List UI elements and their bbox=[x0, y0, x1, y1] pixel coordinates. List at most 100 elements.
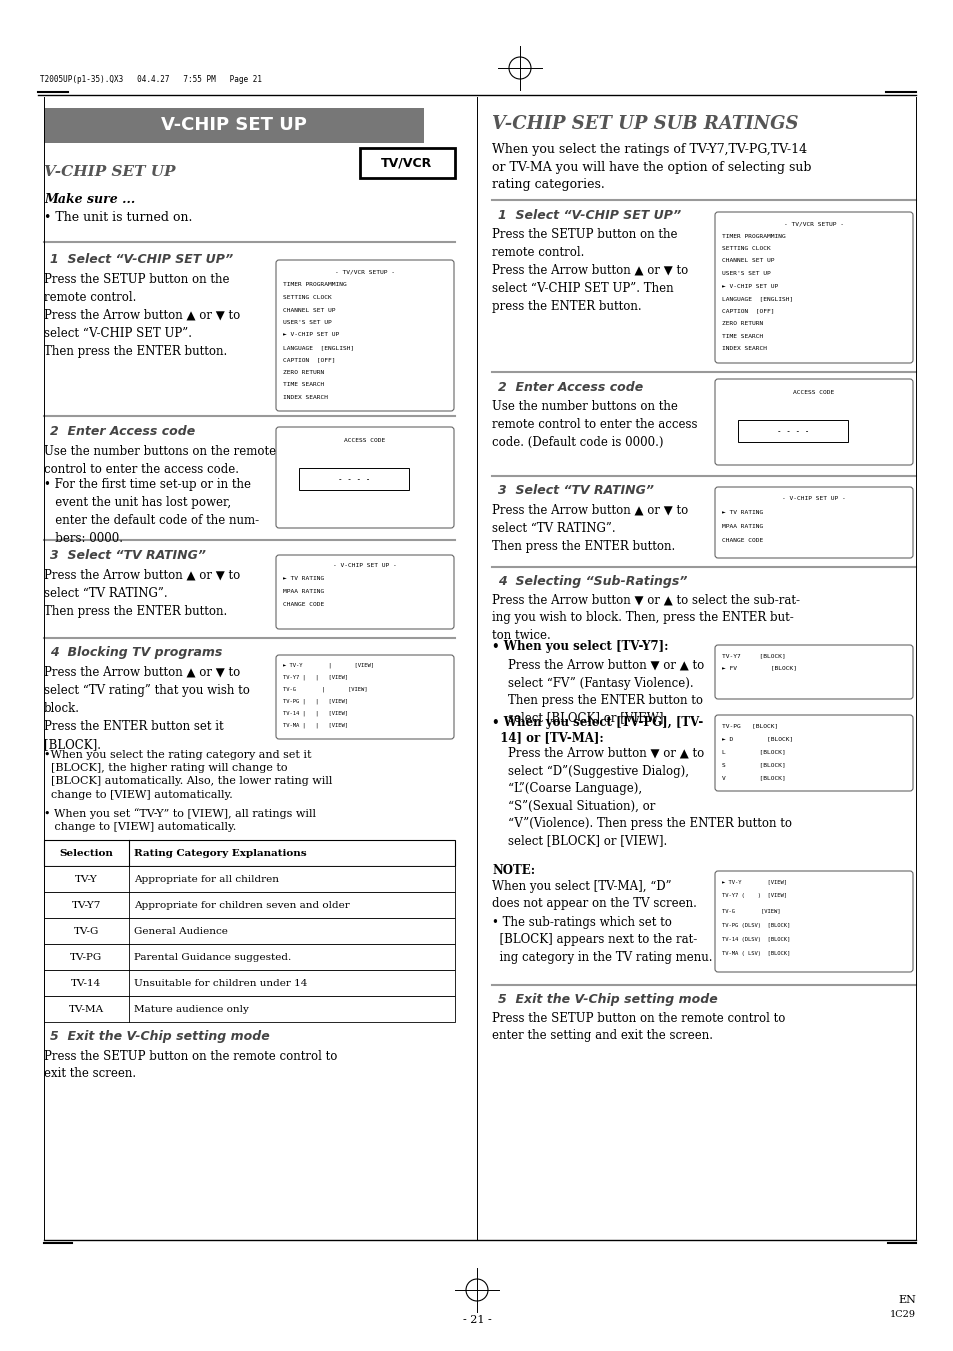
Text: - - - -: - - - - bbox=[337, 474, 370, 484]
FancyBboxPatch shape bbox=[714, 380, 912, 465]
Bar bbox=[44, 970, 455, 996]
Text: 5  Exit the V-Chip setting mode: 5 Exit the V-Chip setting mode bbox=[497, 993, 717, 1006]
Text: ► V-CHIP SET UP: ► V-CHIP SET UP bbox=[283, 332, 339, 338]
Text: TV-PG: TV-PG bbox=[71, 952, 103, 962]
Text: TIME SEARCH: TIME SEARCH bbox=[721, 334, 762, 339]
Text: 2  Enter Access code: 2 Enter Access code bbox=[50, 426, 195, 438]
Text: SETTING CLOCK: SETTING CLOCK bbox=[283, 295, 332, 300]
Text: - V-CHIP SET UP -: - V-CHIP SET UP - bbox=[333, 563, 396, 567]
Text: TV-Y7     [BLOCK]: TV-Y7 [BLOCK] bbox=[721, 653, 785, 658]
Text: TV-14: TV-14 bbox=[71, 978, 102, 988]
Text: TV-MA ( LSV)  [BLOCK]: TV-MA ( LSV) [BLOCK] bbox=[721, 951, 789, 957]
Text: - 21 -: - 21 - bbox=[462, 1315, 491, 1325]
Text: SETTING CLOCK: SETTING CLOCK bbox=[721, 246, 770, 251]
Text: • The unit is turned on.: • The unit is turned on. bbox=[44, 211, 193, 224]
Text: Press the SETUP button on the remote control to
exit the screen.: Press the SETUP button on the remote con… bbox=[44, 1050, 337, 1079]
Text: TV-Y7 (    )  [VIEW]: TV-Y7 ( ) [VIEW] bbox=[721, 893, 786, 898]
Text: TV-Y: TV-Y bbox=[75, 874, 98, 884]
Text: TV-G        [VIEW]: TV-G [VIEW] bbox=[721, 908, 780, 913]
Text: Rating Category Explanations: Rating Category Explanations bbox=[133, 848, 306, 858]
Text: ACCESS CODE: ACCESS CODE bbox=[793, 390, 834, 394]
Bar bbox=[44, 840, 455, 866]
Text: Press the SETUP button on the
remote control.
Press the Arrow button ▲ or ▼ to
s: Press the SETUP button on the remote con… bbox=[492, 228, 687, 313]
FancyBboxPatch shape bbox=[714, 212, 912, 363]
Text: ZERO RETURN: ZERO RETURN bbox=[721, 322, 762, 326]
Text: V-CHIP SET UP: V-CHIP SET UP bbox=[44, 165, 175, 178]
Text: ► TV RATING: ► TV RATING bbox=[721, 509, 762, 515]
Text: • When you set “TV-Y” to [VIEW], all ratings will
   change to [VIEW] automatica: • When you set “TV-Y” to [VIEW], all rat… bbox=[44, 808, 315, 832]
Text: Press the Arrow button ▼ or ▲ to select the sub-rat-
ing you wish to block. Then: Press the Arrow button ▼ or ▲ to select … bbox=[492, 594, 800, 642]
FancyBboxPatch shape bbox=[714, 871, 912, 971]
Text: • When you select [TV-Y7]:: • When you select [TV-Y7]: bbox=[492, 640, 668, 653]
FancyBboxPatch shape bbox=[275, 427, 454, 528]
Text: Selection: Selection bbox=[59, 848, 113, 858]
Text: Appropriate for children seven and older: Appropriate for children seven and older bbox=[133, 901, 350, 909]
Text: TV-G        |       [VIEW]: TV-G | [VIEW] bbox=[283, 686, 367, 692]
Text: T2005UP(p1-35).QX3   04.4.27   7:55 PM   Page 21: T2005UP(p1-35).QX3 04.4.27 7:55 PM Page … bbox=[40, 76, 262, 84]
FancyBboxPatch shape bbox=[275, 259, 454, 411]
FancyBboxPatch shape bbox=[275, 655, 454, 739]
Text: ZERO RETURN: ZERO RETURN bbox=[283, 370, 324, 376]
Text: USER'S SET UP: USER'S SET UP bbox=[721, 272, 770, 276]
Text: Use the number buttons on the remote
control to enter the access code.: Use the number buttons on the remote con… bbox=[44, 444, 275, 476]
Text: Press the Arrow button ▼ or ▲ to
select “FV” (Fantasy Violence).
Then press the : Press the Arrow button ▼ or ▲ to select … bbox=[507, 659, 703, 724]
Text: TV-Y7 |   |   [VIEW]: TV-Y7 | | [VIEW] bbox=[283, 674, 348, 680]
Bar bbox=[44, 108, 423, 143]
Text: Press the Arrow button ▼ or ▲ to
select “D”(Suggestive Dialog),
“L”(Coarse Langu: Press the Arrow button ▼ or ▲ to select … bbox=[507, 747, 791, 847]
Text: 1C29: 1C29 bbox=[889, 1310, 915, 1319]
Text: USER'S SET UP: USER'S SET UP bbox=[283, 320, 332, 326]
Bar bbox=[44, 944, 455, 970]
Text: CAPTION  [OFF]: CAPTION [OFF] bbox=[283, 358, 335, 362]
Text: ACCESS CODE: ACCESS CODE bbox=[344, 438, 385, 443]
Text: TIMER PROGRAMMING: TIMER PROGRAMMING bbox=[283, 282, 346, 288]
FancyBboxPatch shape bbox=[275, 555, 454, 630]
Text: CHANNEL SET UP: CHANNEL SET UP bbox=[283, 308, 335, 312]
Text: 4  Selecting “Sub-Ratings”: 4 Selecting “Sub-Ratings” bbox=[497, 576, 687, 588]
Text: L         [BLOCK]: L [BLOCK] bbox=[721, 748, 785, 754]
Text: CAPTION  [OFF]: CAPTION [OFF] bbox=[721, 308, 774, 313]
Text: • The sub-ratings which set to
  [BLOCK] appears next to the rat-
  ing category: • The sub-ratings which set to [BLOCK] a… bbox=[492, 916, 712, 965]
Text: TV-PG   [BLOCK]: TV-PG [BLOCK] bbox=[721, 723, 778, 728]
Text: - TV/VCR SETUP -: - TV/VCR SETUP - bbox=[783, 222, 843, 226]
Text: TV-PG |   |   [VIEW]: TV-PG | | [VIEW] bbox=[283, 698, 348, 704]
Text: - TV/VCR SETUP -: - TV/VCR SETUP - bbox=[335, 270, 395, 276]
Text: LANGUAGE  [ENGLISH]: LANGUAGE [ENGLISH] bbox=[283, 345, 354, 350]
Text: When you select the ratings of TV-Y7,TV-PG,TV-14
or TV-MA you will have the opti: When you select the ratings of TV-Y7,TV-… bbox=[492, 143, 811, 190]
Text: TV-MA |   |   [VIEW]: TV-MA | | [VIEW] bbox=[283, 721, 348, 727]
Text: S         [BLOCK]: S [BLOCK] bbox=[721, 762, 785, 767]
FancyBboxPatch shape bbox=[714, 644, 912, 698]
Text: NOTE:: NOTE: bbox=[492, 865, 535, 877]
Text: TV/VCR: TV/VCR bbox=[381, 157, 432, 169]
Text: Press the Arrow button ▲ or ▼ to
select “TV RATING”.
Then press the ENTER button: Press the Arrow button ▲ or ▼ to select … bbox=[44, 569, 240, 617]
Text: V-CHIP SET UP: V-CHIP SET UP bbox=[161, 116, 307, 134]
Text: - V-CHIP SET UP -: - V-CHIP SET UP - bbox=[781, 496, 845, 501]
Text: ► TV-Y        |       [VIEW]: ► TV-Y | [VIEW] bbox=[283, 662, 374, 667]
Text: TV-14 |   |   [VIEW]: TV-14 | | [VIEW] bbox=[283, 711, 348, 716]
Text: When you select [TV-MA], “D”
does not appear on the TV screen.: When you select [TV-MA], “D” does not ap… bbox=[492, 880, 696, 911]
Text: ► D         [BLOCK]: ► D [BLOCK] bbox=[721, 736, 792, 740]
Text: Press the Arrow button ▲ or ▼ to
select “TV RATING”.
Then press the ENTER button: Press the Arrow button ▲ or ▼ to select … bbox=[492, 504, 687, 553]
FancyBboxPatch shape bbox=[714, 486, 912, 558]
Text: EN: EN bbox=[897, 1296, 915, 1305]
Text: 5  Exit the V-Chip setting mode: 5 Exit the V-Chip setting mode bbox=[50, 1029, 270, 1043]
FancyBboxPatch shape bbox=[714, 715, 912, 790]
Text: Parental Guidance suggested.: Parental Guidance suggested. bbox=[133, 952, 291, 962]
Bar bbox=[44, 892, 455, 917]
Text: TIME SEARCH: TIME SEARCH bbox=[283, 382, 324, 388]
Text: Appropriate for all children: Appropriate for all children bbox=[133, 874, 278, 884]
Text: 3  Select “TV RATING”: 3 Select “TV RATING” bbox=[497, 484, 653, 497]
Text: V         [BLOCK]: V [BLOCK] bbox=[721, 775, 785, 780]
Text: ► FV         [BLOCK]: ► FV [BLOCK] bbox=[721, 665, 796, 670]
Text: Press the SETUP button on the
remote control.
Press the Arrow button ▲ or ▼ to
s: Press the SETUP button on the remote con… bbox=[44, 273, 240, 358]
Bar bbox=[298, 467, 409, 490]
Text: CHANGE CODE: CHANGE CODE bbox=[721, 538, 762, 543]
Text: 2  Enter Access code: 2 Enter Access code bbox=[497, 381, 642, 394]
Text: 1  Select “V-CHIP SET UP”: 1 Select “V-CHIP SET UP” bbox=[50, 253, 233, 266]
Text: MPAA RATING: MPAA RATING bbox=[283, 589, 324, 594]
Text: CHANNEL SET UP: CHANNEL SET UP bbox=[721, 258, 774, 263]
Text: Press the Arrow button ▲ or ▼ to
select “TV rating” that you wish to
block.
Pres: Press the Arrow button ▲ or ▼ to select … bbox=[44, 666, 250, 751]
Text: 4  Blocking TV programs: 4 Blocking TV programs bbox=[50, 646, 222, 659]
Text: TV-PG (DLSV)  [BLOCK]: TV-PG (DLSV) [BLOCK] bbox=[721, 923, 789, 928]
Bar bbox=[44, 917, 455, 944]
Bar bbox=[738, 420, 847, 442]
